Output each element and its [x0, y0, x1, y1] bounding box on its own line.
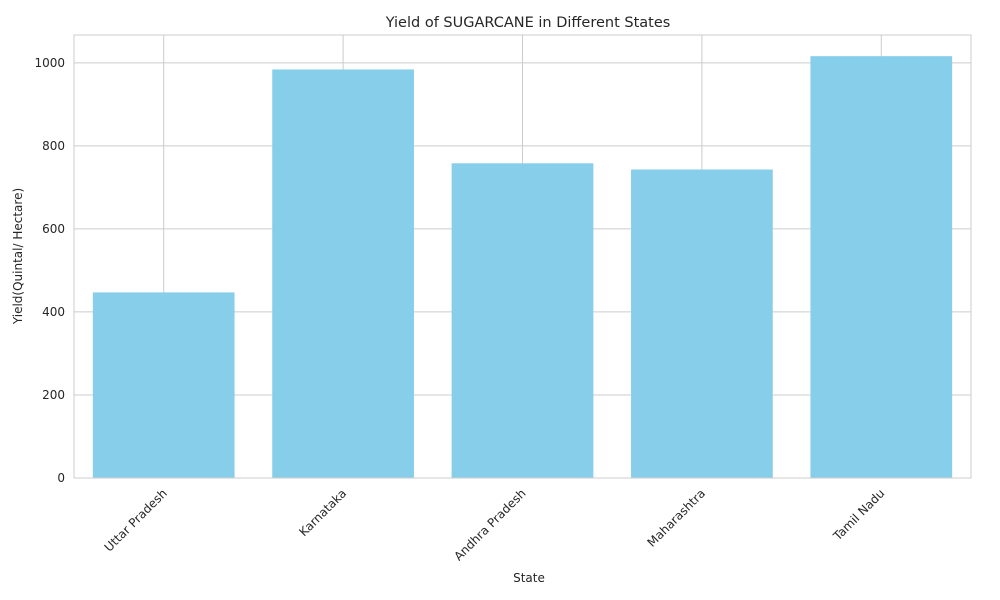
y-tick-label: 800 — [42, 139, 65, 153]
x-tick-label: Maharashtra — [645, 486, 709, 550]
x-tick-label: Karnataka — [296, 486, 349, 539]
bar — [631, 169, 773, 478]
y-tick-label: 200 — [42, 388, 65, 402]
y-axis-label: Yield(Quintal/ Hectare) — [11, 188, 25, 325]
x-tick-label: Uttar Pradesh — [102, 486, 170, 554]
y-tick-label: 1000 — [34, 56, 65, 70]
x-tick-label: Tamil Nadu — [830, 486, 888, 544]
y-tick-labels: 0 200 400 600 800 1000 — [34, 56, 65, 485]
chart-title: Yield of SUGARCANE in Different States — [385, 15, 671, 31]
y-tick-label: 400 — [42, 305, 65, 319]
y-tick-label: 600 — [42, 222, 65, 236]
bar — [451, 163, 594, 478]
bars — [92, 56, 953, 479]
bar — [92, 292, 235, 478]
bar — [272, 69, 414, 478]
x-tick-label: Andhra Pradesh — [451, 486, 528, 563]
y-tick-label: 0 — [57, 471, 65, 485]
x-axis-label: State — [513, 571, 545, 585]
x-tick-labels: Uttar Pradesh Karnataka Andhra Pradesh Maha… — [102, 486, 888, 563]
bar — [810, 56, 953, 479]
plot-frame — [73, 34, 972, 479]
